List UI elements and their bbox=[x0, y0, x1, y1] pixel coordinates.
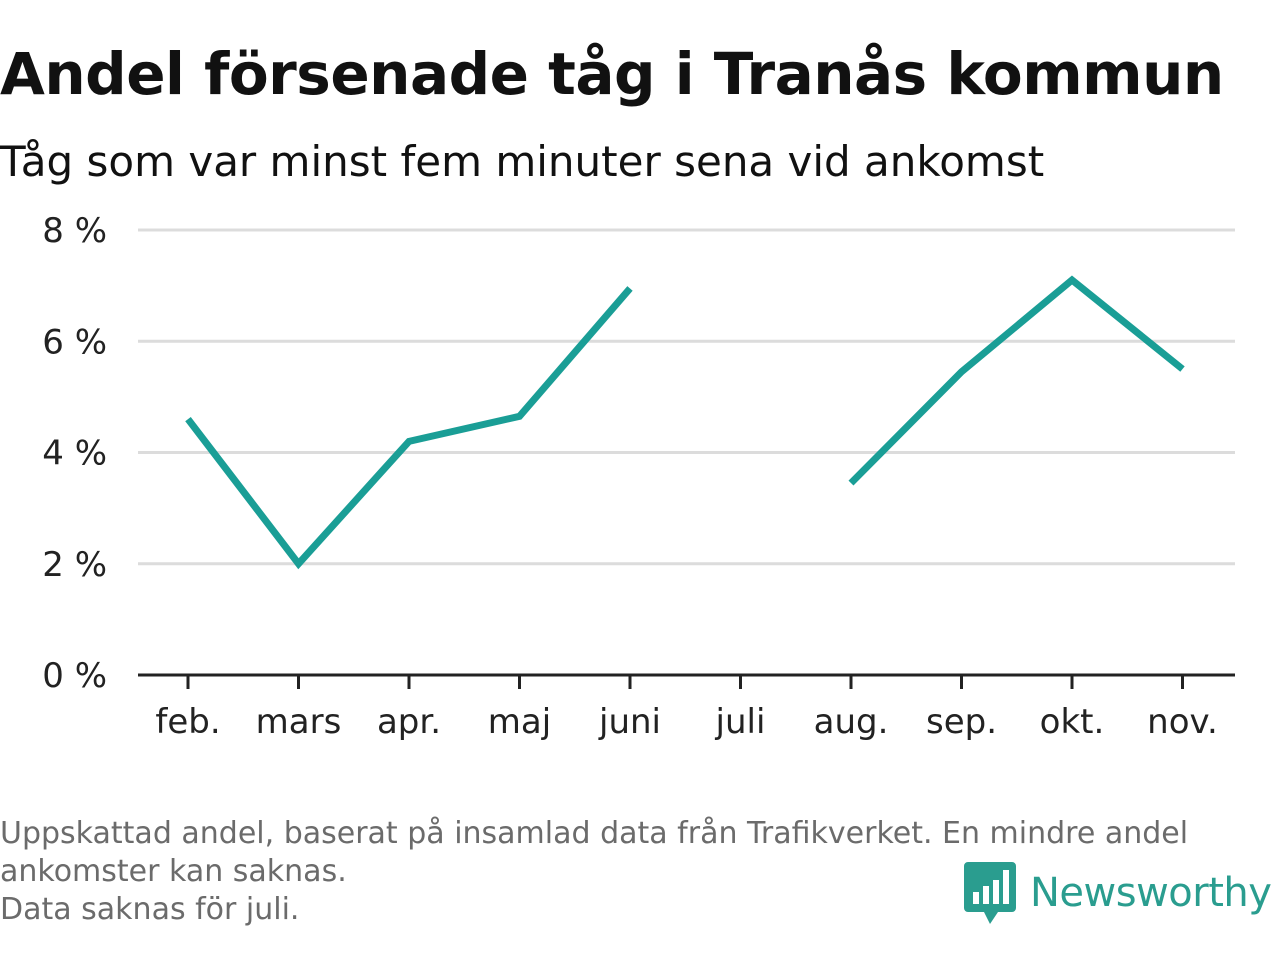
footnote-line-3: Data saknas för juli. bbox=[0, 892, 300, 927]
brand-name: Newsworthy bbox=[1030, 870, 1272, 916]
x-tick-label: juli bbox=[715, 702, 766, 742]
x-tick-label: juni bbox=[598, 702, 661, 742]
chart-subtitle: Tåg som var minst fem minuter sena vid a… bbox=[0, 137, 1045, 186]
y-axis-tick-labels: 0 % 2 % 4 % 6 % 8 % bbox=[42, 211, 107, 696]
newsworthy-chart-bubble-icon bbox=[964, 862, 1016, 924]
x-tick-label: maj bbox=[488, 702, 551, 742]
x-axis-ticks: feb. mars apr. maj juni juli aug. sep. okt. nov. bbox=[155, 675, 1218, 742]
y-tick-label: 4 % bbox=[42, 434, 107, 474]
series-lines bbox=[185, 275, 1185, 570]
chart-title: Andel försenade tåg i Tranås kommun bbox=[0, 40, 1224, 108]
footnote: Uppskattad andel, baserat på insamlad da… bbox=[0, 815, 1270, 929]
newsworthy-logo: Newsworthy bbox=[964, 862, 1272, 924]
series-line-segment bbox=[185, 286, 633, 570]
y-tick-label: 2 % bbox=[42, 545, 107, 585]
x-tick-label: aug. bbox=[814, 702, 889, 742]
y-tick-label: 0 % bbox=[42, 656, 107, 696]
x-tick-label: nov. bbox=[1147, 702, 1218, 742]
footnote-line-1: Uppskattad andel, baserat på insamlad da… bbox=[0, 816, 1189, 851]
line-chart: 0 % 2 % 4 % 6 % 8 % feb. mars apr. maj juni juli a… bbox=[42, 211, 1235, 742]
series-line-segment bbox=[848, 275, 1185, 486]
x-tick-label: sep. bbox=[926, 702, 997, 742]
x-tick-label: feb. bbox=[155, 702, 220, 742]
x-tick-label: apr. bbox=[377, 702, 441, 742]
grid-lines bbox=[138, 228, 1235, 566]
y-tick-label: 6 % bbox=[42, 322, 107, 362]
footnote-line-2: ankomster kan saknas. bbox=[0, 854, 347, 889]
y-tick-label: 8 % bbox=[42, 211, 107, 251]
x-tick-label: okt. bbox=[1040, 702, 1105, 742]
x-tick-label: mars bbox=[256, 702, 342, 742]
